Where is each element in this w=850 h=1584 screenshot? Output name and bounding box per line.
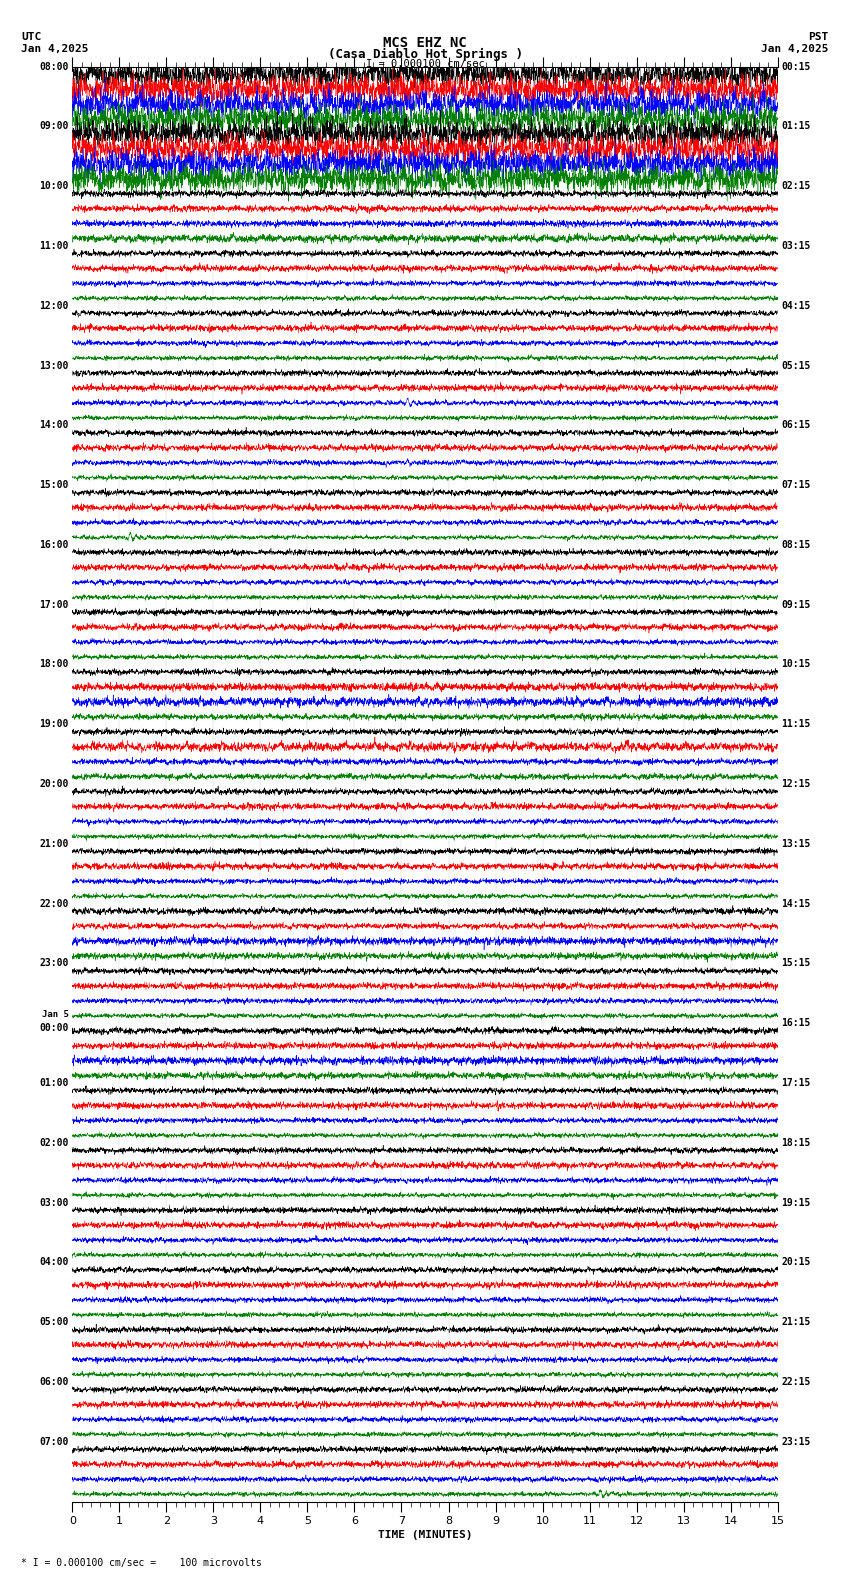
Text: 14:15: 14:15 [781, 898, 811, 909]
Text: 20:00: 20:00 [39, 779, 69, 789]
Text: UTC: UTC [21, 32, 42, 41]
Text: 00:00: 00:00 [39, 1023, 69, 1033]
Text: 15:00: 15:00 [39, 480, 69, 489]
Text: PST: PST [808, 32, 829, 41]
Text: Jan 4,2025: Jan 4,2025 [21, 44, 88, 54]
Text: 01:00: 01:00 [39, 1079, 69, 1088]
Text: 12:00: 12:00 [39, 301, 69, 310]
Text: 03:15: 03:15 [781, 241, 811, 250]
Text: 02:15: 02:15 [781, 181, 811, 192]
Text: I = 0.000100 cm/sec: I = 0.000100 cm/sec [366, 59, 484, 70]
Text: 01:15: 01:15 [781, 122, 811, 131]
Text: 10:00: 10:00 [39, 181, 69, 192]
Text: 07:15: 07:15 [781, 480, 811, 489]
Text: 18:00: 18:00 [39, 659, 69, 670]
Text: * I = 0.000100 cm/sec =    100 microvolts: * I = 0.000100 cm/sec = 100 microvolts [21, 1559, 262, 1568]
Text: 23:15: 23:15 [781, 1437, 811, 1446]
Text: 21:00: 21:00 [39, 840, 69, 849]
Text: Jan 4,2025: Jan 4,2025 [762, 44, 829, 54]
Text: 12:15: 12:15 [781, 779, 811, 789]
Text: 18:15: 18:15 [781, 1137, 811, 1148]
Text: 08:15: 08:15 [781, 540, 811, 550]
Text: 02:00: 02:00 [39, 1137, 69, 1148]
Text: 14:00: 14:00 [39, 420, 69, 431]
Text: 08:00: 08:00 [39, 62, 69, 71]
Text: 16:00: 16:00 [39, 540, 69, 550]
Text: 04:15: 04:15 [781, 301, 811, 310]
Text: 13:15: 13:15 [781, 840, 811, 849]
Text: 03:00: 03:00 [39, 1198, 69, 1207]
Text: 04:00: 04:00 [39, 1258, 69, 1267]
Text: 05:15: 05:15 [781, 361, 811, 371]
Text: 22:15: 22:15 [781, 1376, 811, 1388]
Text: 15:15: 15:15 [781, 958, 811, 968]
Text: MCS EHZ NC: MCS EHZ NC [383, 35, 467, 49]
Text: 06:15: 06:15 [781, 420, 811, 431]
Text: (Casa Diablo Hot Springs ): (Casa Diablo Hot Springs ) [327, 48, 523, 62]
Text: 00:15: 00:15 [781, 62, 811, 71]
Text: 09:15: 09:15 [781, 600, 811, 610]
Text: 07:00: 07:00 [39, 1437, 69, 1446]
Text: 19:00: 19:00 [39, 719, 69, 729]
Text: 17:00: 17:00 [39, 600, 69, 610]
Text: 10:15: 10:15 [781, 659, 811, 670]
Text: 17:15: 17:15 [781, 1079, 811, 1088]
Text: 11:15: 11:15 [781, 719, 811, 729]
Text: 16:15: 16:15 [781, 1019, 811, 1028]
Text: 19:15: 19:15 [781, 1198, 811, 1207]
Text: 22:00: 22:00 [39, 898, 69, 909]
Text: Jan 5: Jan 5 [42, 1011, 69, 1019]
Text: 21:15: 21:15 [781, 1318, 811, 1327]
Text: 05:00: 05:00 [39, 1318, 69, 1327]
Text: 09:00: 09:00 [39, 122, 69, 131]
X-axis label: TIME (MINUTES): TIME (MINUTES) [377, 1530, 473, 1540]
Text: 13:00: 13:00 [39, 361, 69, 371]
Text: 23:00: 23:00 [39, 958, 69, 968]
Text: 11:00: 11:00 [39, 241, 69, 250]
Text: 06:00: 06:00 [39, 1376, 69, 1388]
Text: 20:15: 20:15 [781, 1258, 811, 1267]
